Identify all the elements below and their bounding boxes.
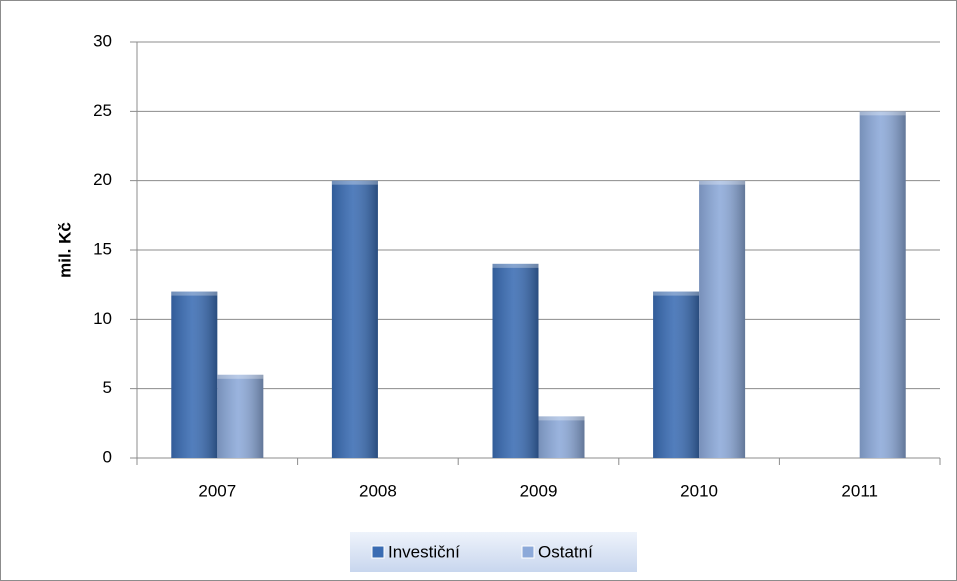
x-tick-label: 2010: [680, 481, 718, 500]
bar-cap: [538, 416, 585, 421]
legend-label: Investiční: [388, 542, 460, 561]
bar-shade: [171, 291, 218, 458]
y-tick-label: 25: [93, 101, 112, 120]
bar-cap: [331, 180, 378, 185]
y-tick-label: 30: [93, 31, 112, 50]
x-tick-label: 2009: [520, 481, 558, 500]
bar-shade: [859, 111, 906, 458]
y-tick-label: 5: [103, 378, 112, 397]
bar-cap: [217, 374, 264, 379]
bar-shade: [538, 416, 585, 458]
bar-shade: [653, 291, 700, 458]
bar-cap: [653, 291, 700, 296]
legend: Investiční Ostatní: [350, 532, 637, 572]
bar-cap: [699, 180, 746, 185]
y-tick-label: 0: [103, 447, 112, 466]
bar-shade: [331, 180, 378, 458]
legend-swatch: [521, 545, 535, 559]
y-tick-label: 20: [93, 170, 112, 189]
y-tick-label: 15: [93, 239, 112, 258]
bar-cap: [859, 111, 906, 116]
bar-cap: [492, 263, 539, 268]
x-tick-label: 2008: [359, 481, 397, 500]
y-tick-label: 10: [93, 309, 112, 328]
legend-label: Ostatní: [538, 542, 593, 561]
bar-shade: [492, 263, 539, 458]
y-axis-label: mil. Kč: [55, 222, 74, 278]
bar-cap: [171, 291, 218, 296]
legend-swatch: [371, 545, 385, 559]
x-tick-label: 2011: [841, 481, 878, 500]
bar-shade: [217, 374, 264, 458]
legend-box: [350, 532, 637, 572]
bar-shade: [699, 180, 746, 458]
x-tick-label: 2007: [198, 481, 236, 500]
